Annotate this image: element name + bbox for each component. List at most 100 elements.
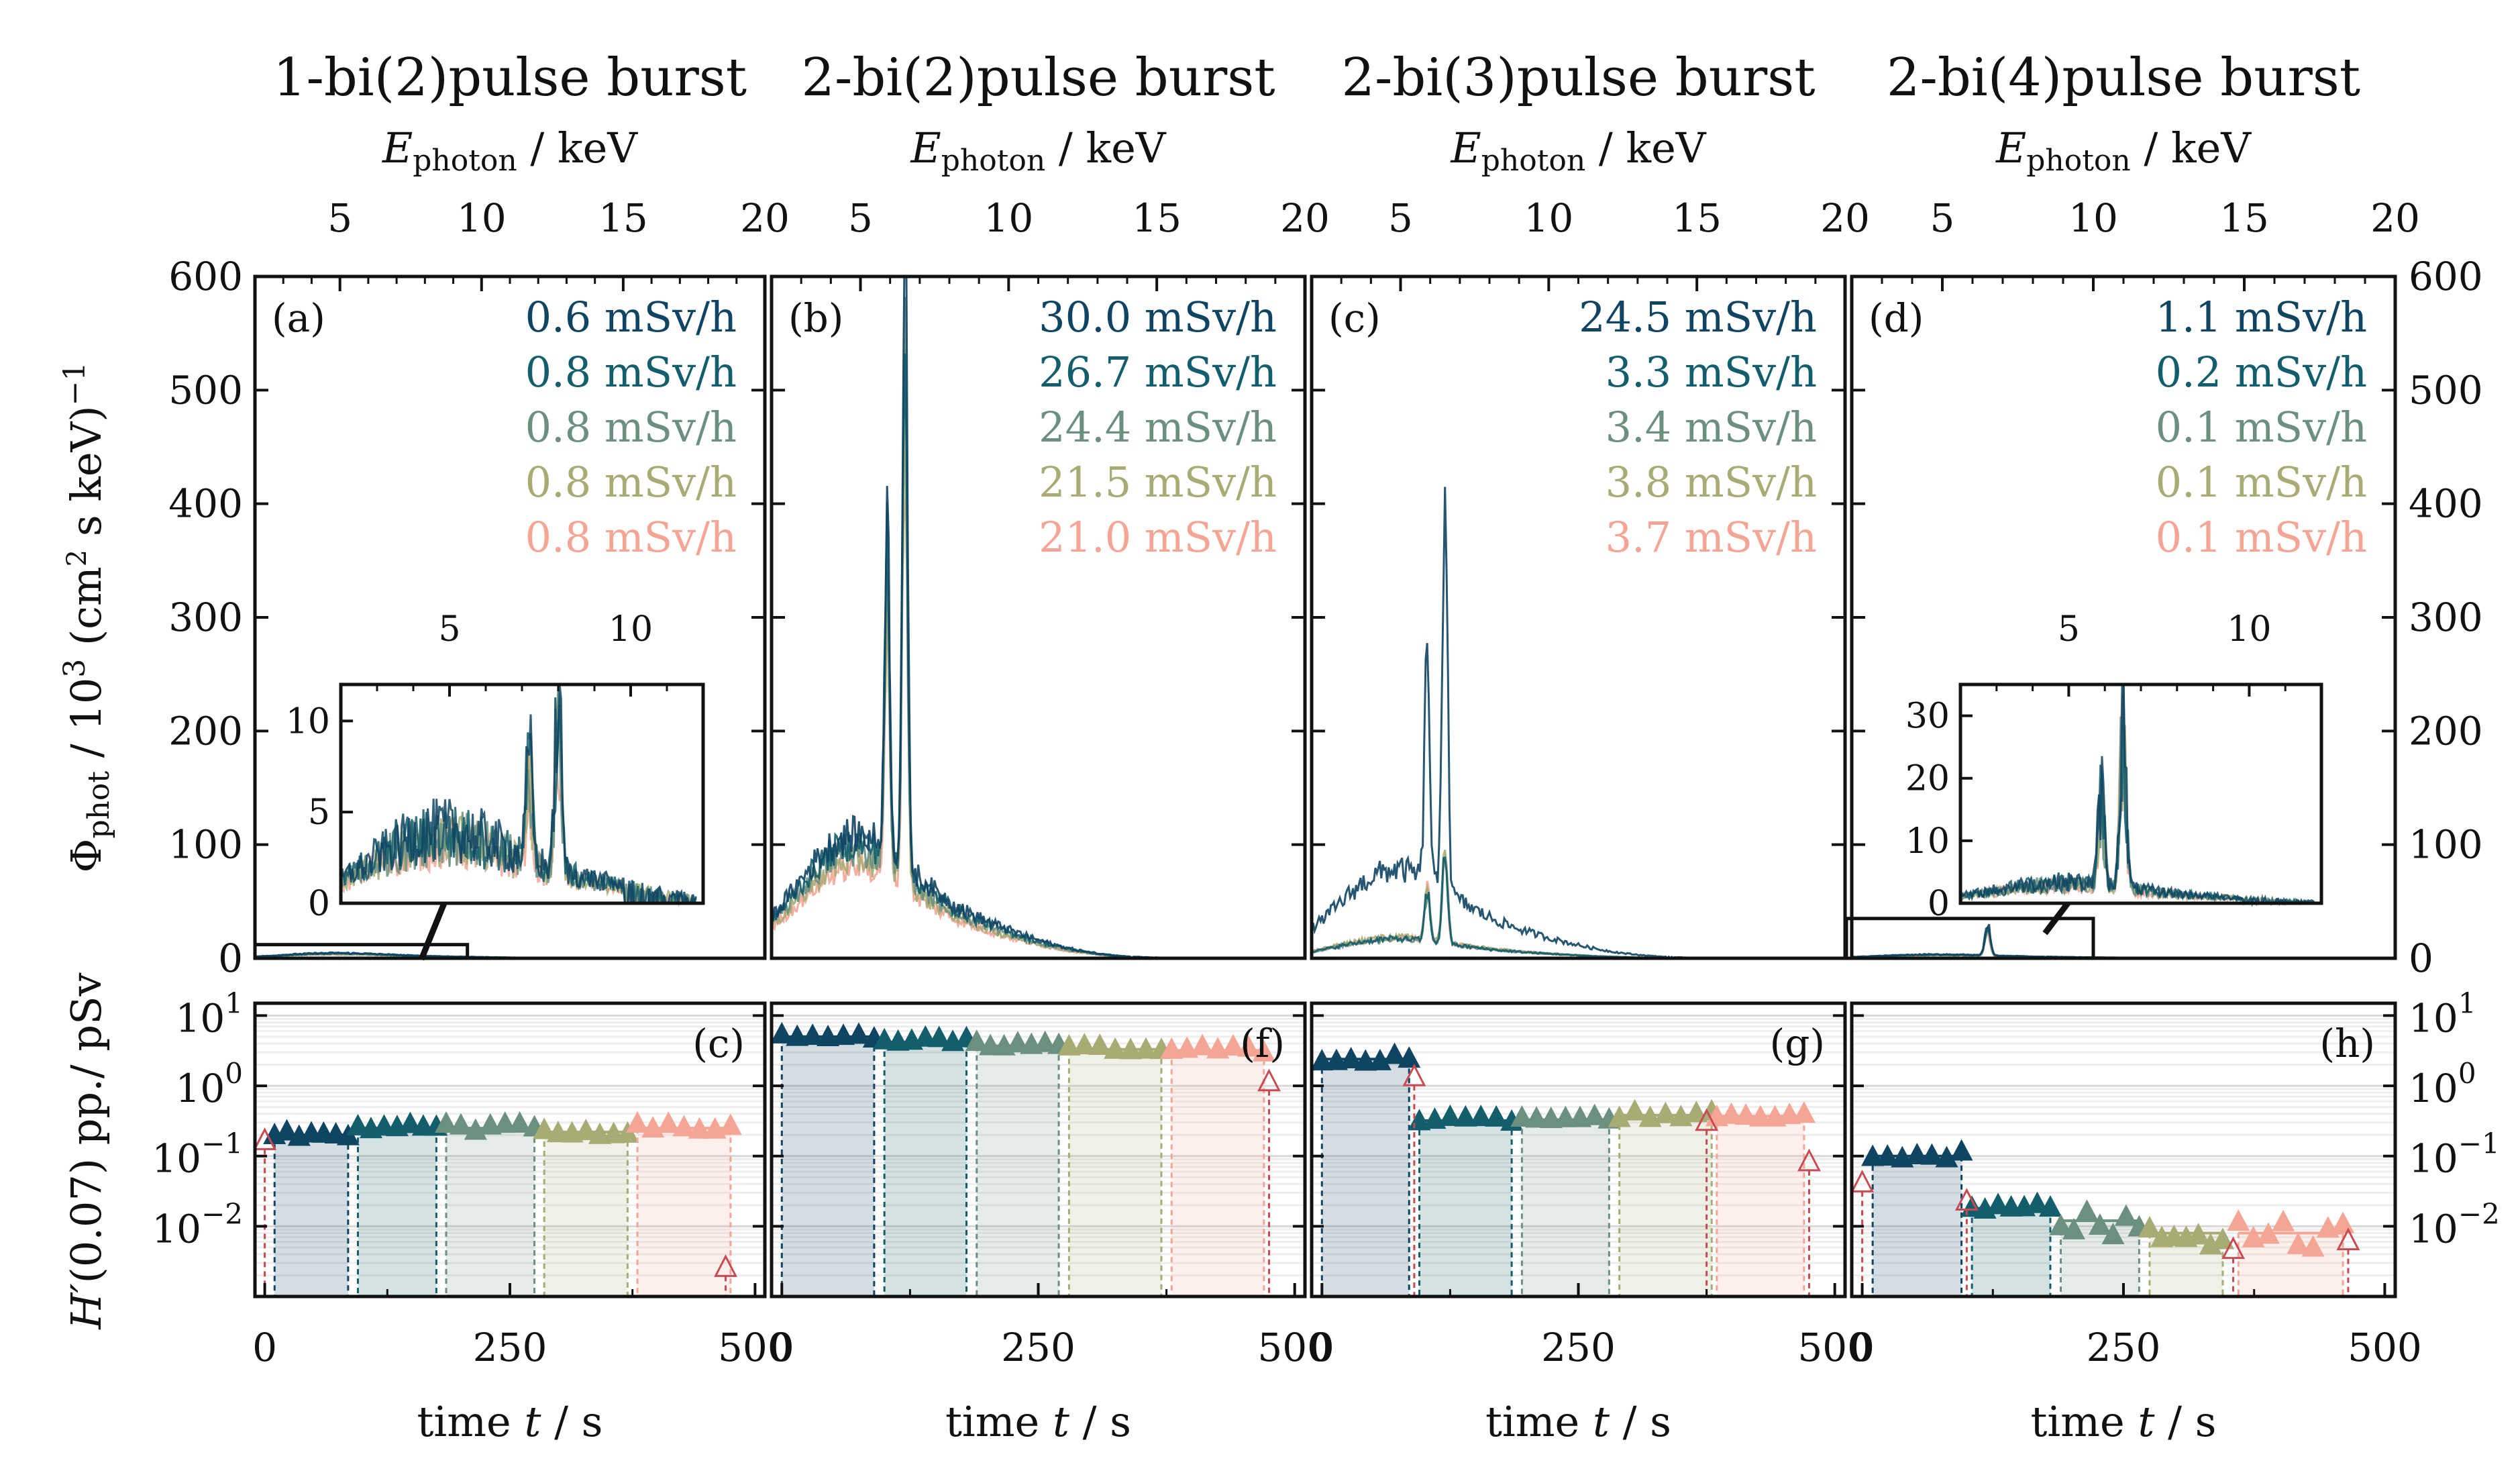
dose-shaded-area (1171, 1050, 1264, 1296)
x-tick-label: 10 (984, 195, 1033, 241)
dose-marker (1876, 1143, 1899, 1166)
inset-plot: 5 10 0 5 10 (286, 609, 705, 924)
dose-marker (1608, 1105, 1631, 1127)
legend-entry: 1.1 mSv/h (2156, 293, 2367, 342)
dose-marker (1104, 1037, 1127, 1059)
legend-entry: 0.8 mSv/h (525, 403, 737, 452)
legend-entry: 26.7 mSv/h (1039, 348, 1277, 397)
dose-marker (1339, 1047, 1363, 1069)
dose-marker (801, 1023, 825, 1046)
panel-label: (h) (2319, 1021, 2375, 1066)
x-tick-label: 250 (1541, 1325, 1616, 1370)
top-axis-label: Ephoton / keV (1995, 123, 2252, 178)
dose-marker (832, 1023, 855, 1046)
inset-x-tick-label: 5 (438, 609, 460, 650)
hollow-marker (2336, 1227, 2360, 1251)
y-tick-label: 200 (168, 708, 243, 754)
dose-shaded-area (1322, 1059, 1410, 1296)
spectrum-panel-2: 2-bi(2)pulse burst Ephoton / keV 5 10 15 20 (b… (770, 48, 1330, 960)
x-tick-label: 20 (2370, 195, 2420, 241)
dose-marker (1792, 1101, 1816, 1123)
dose-marker (2038, 1195, 2062, 1217)
x-tick-label: 500 (1257, 1325, 1332, 1370)
dose-marker (688, 1117, 711, 1139)
legend-entry: 0.6 mSv/h (525, 293, 737, 342)
dose-marker (2211, 1227, 2234, 1250)
dose-marker (1221, 1033, 1245, 1056)
dose-shaded-area (1419, 1120, 1512, 1296)
dose-panel-1: 0 250 500 time t / s 101 100 10−1 10−2 (c) (152, 986, 792, 1446)
legend-entry: 21.0 mSv/h (1039, 513, 1277, 562)
dose-marker (399, 1111, 422, 1133)
dose-marker (672, 1115, 696, 1137)
dose-marker (2075, 1199, 2099, 1221)
y-tick-label: 100 (175, 1057, 243, 1111)
y-tick-label: 200 (2409, 708, 2483, 754)
panel-label: (a) (272, 295, 325, 341)
panel-label: (g) (1770, 1021, 1825, 1066)
x-tick-label: 10 (2068, 195, 2118, 241)
y-tick-label: 400 (168, 481, 243, 527)
dose-marker (2331, 1211, 2355, 1233)
bottom-axis-label: time t / s (945, 1397, 1131, 1446)
dose-shaded-area (1619, 1115, 1712, 1296)
dose-shaded-area (1522, 1119, 1610, 1296)
inset-background (1960, 684, 2321, 903)
dose-marker (493, 1111, 517, 1133)
dose-marker (1354, 1049, 1377, 1071)
y-tick-label: 400 (2409, 481, 2483, 527)
dose-shaded-area (976, 1046, 1059, 1296)
dose-shaded-area (1873, 1156, 1962, 1296)
dose-marker (1252, 1039, 1275, 1062)
top-axis-label: Ephoton / keV (910, 123, 1166, 178)
dose-marker (1861, 1144, 1885, 1166)
dose-marker (2026, 1191, 2049, 1213)
panel-title: 2-bi(2)pulse burst (801, 48, 1275, 108)
top-axis-label: Ephoton / keV (382, 123, 638, 178)
y-tick-label: 10−1 (2409, 1127, 2500, 1182)
dose-marker (657, 1111, 680, 1133)
x-tick-label: 250 (473, 1325, 547, 1370)
y-tick-label: 500 (168, 367, 243, 413)
dose-marker (2287, 1232, 2310, 1254)
dose-shaded-area (1716, 1116, 1804, 1296)
dose-marker (2187, 1223, 2210, 1245)
dose-marker (2272, 1209, 2295, 1231)
hollow-marker (1850, 1170, 1875, 1192)
inset-region-box (1844, 917, 2095, 960)
dose-marker (2049, 1213, 2072, 1235)
dose-marker (719, 1113, 742, 1135)
spectrum-line-2 (1312, 856, 1814, 958)
dose-marker (435, 1111, 458, 1133)
dose-marker (508, 1111, 531, 1133)
dose-marker (2101, 1223, 2125, 1245)
x-tick-label: 10 (457, 195, 507, 241)
dose-marker (1525, 1106, 1548, 1128)
y-tick-label: 10−2 (152, 1197, 243, 1252)
dose-marker (1935, 1145, 1958, 1168)
x-tick-label: 10 (1524, 195, 1573, 241)
dose-marker (1554, 1105, 1577, 1127)
y-tick-label: 100 (168, 822, 243, 868)
y-tick-label: 300 (2409, 595, 2483, 640)
inset-background (341, 684, 703, 903)
dose-marker (1583, 1103, 1606, 1125)
panel-label: (c) (1328, 295, 1381, 341)
hollow-marker (253, 1127, 277, 1150)
dose-marker (1073, 1033, 1096, 1055)
dose-marker (2062, 1217, 2086, 1239)
dose-marker (1469, 1105, 1493, 1127)
legend-entry: 0.8 mSv/h (525, 458, 737, 507)
dose-marker (1748, 1105, 1772, 1127)
y-tick-label: 101 (2409, 986, 2476, 1041)
x-tick-label: 0 (1850, 1325, 1875, 1370)
inset-spectrum-line-1 (1959, 683, 2315, 907)
inset-y-tick-label: 20 (1905, 759, 1950, 799)
legend-entry: 3.7 mSv/h (1606, 513, 1817, 562)
x-tick-label: 5 (1388, 195, 1413, 241)
legend-entry: 0.2 mSv/h (2156, 348, 2367, 397)
legend-entry: 30.0 mSv/h (1039, 293, 1277, 342)
